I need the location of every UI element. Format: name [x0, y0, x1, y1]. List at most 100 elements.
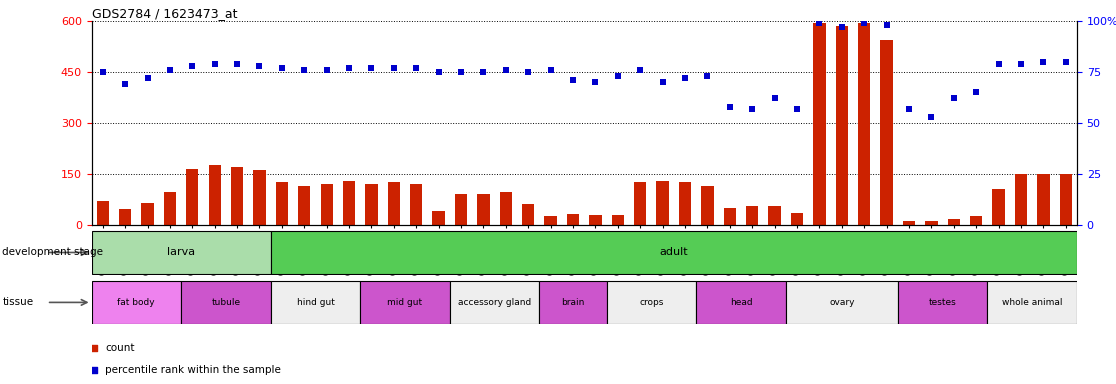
Bar [164, 192, 176, 225]
Text: fat body: fat body [117, 298, 155, 307]
Bar [1037, 174, 1049, 225]
Point [899, 106, 917, 112]
Point [632, 67, 650, 73]
Point [228, 61, 246, 67]
Point [877, 22, 895, 28]
Point [519, 69, 537, 75]
Bar [97, 201, 109, 225]
Bar [634, 182, 646, 225]
Bar [522, 204, 535, 225]
Point [86, 367, 103, 373]
Point [205, 61, 223, 67]
Bar [545, 216, 557, 225]
Text: head: head [730, 298, 752, 307]
Bar [925, 220, 937, 225]
Bar [181, 281, 271, 324]
Point [183, 63, 201, 69]
Bar [271, 281, 360, 324]
Bar [791, 213, 804, 225]
Point [138, 75, 156, 81]
Point [1035, 59, 1052, 65]
Bar [858, 23, 870, 225]
Bar [500, 192, 512, 225]
Point [699, 73, 716, 79]
Bar [387, 182, 400, 225]
Bar [450, 281, 539, 324]
Point [340, 65, 358, 71]
Point [587, 79, 605, 85]
Bar [209, 165, 221, 225]
Text: testes: testes [929, 298, 956, 307]
Bar [539, 281, 607, 324]
Bar [186, 169, 199, 225]
Bar [478, 194, 490, 225]
Text: tubule: tubule [211, 298, 240, 307]
Bar [679, 182, 691, 225]
Bar [1014, 174, 1027, 225]
Bar [992, 189, 1004, 225]
Point [990, 61, 1008, 67]
Text: accessory gland: accessory gland [458, 298, 531, 307]
Bar [970, 216, 982, 225]
Text: GDS2784 / 1623473_at: GDS2784 / 1623473_at [92, 7, 237, 20]
Bar [455, 194, 468, 225]
Bar [320, 184, 333, 225]
Bar [612, 215, 624, 225]
Bar [897, 281, 988, 324]
Point [564, 77, 581, 83]
Bar [298, 185, 310, 225]
Bar [92, 281, 181, 324]
Bar [589, 215, 602, 225]
Point [810, 20, 828, 26]
Point [452, 69, 470, 75]
Bar [701, 185, 713, 225]
Text: mid gut: mid gut [387, 298, 423, 307]
Point [497, 67, 514, 73]
Bar [271, 231, 1077, 274]
Bar [696, 281, 786, 324]
Point [788, 106, 806, 112]
Point [945, 95, 963, 101]
Point [541, 67, 559, 73]
Text: ovary: ovary [829, 298, 855, 307]
Point [968, 89, 985, 95]
Text: hind gut: hind gut [297, 298, 335, 307]
Bar [745, 206, 759, 225]
Bar [656, 180, 668, 225]
Point [385, 65, 403, 71]
Point [1012, 61, 1030, 67]
Bar [142, 203, 154, 225]
Bar [903, 220, 915, 225]
Bar [836, 26, 848, 225]
Bar [253, 170, 266, 225]
Text: development stage: development stage [2, 247, 104, 258]
Bar [988, 281, 1077, 324]
Text: adult: adult [660, 247, 689, 258]
Bar [786, 281, 897, 324]
Point [654, 79, 672, 85]
Point [430, 69, 448, 75]
Bar [723, 208, 735, 225]
Point [855, 20, 873, 26]
Bar [881, 40, 893, 225]
Bar [769, 206, 781, 225]
Point [474, 69, 492, 75]
Point [1057, 59, 1075, 65]
Point [721, 104, 739, 110]
Text: percentile rank within the sample: percentile rank within the sample [105, 365, 281, 375]
Point [676, 75, 694, 81]
Bar [607, 281, 696, 324]
Bar [92, 231, 271, 274]
Text: count: count [105, 343, 135, 353]
Bar [365, 184, 377, 225]
Point [833, 24, 850, 30]
Text: crops: crops [639, 298, 664, 307]
Bar [433, 211, 445, 225]
Point [407, 65, 425, 71]
Bar [947, 218, 960, 225]
Text: tissue: tissue [2, 297, 33, 308]
Text: whole animal: whole animal [1002, 298, 1062, 307]
Bar [343, 180, 355, 225]
Bar [119, 209, 132, 225]
Point [251, 63, 269, 69]
